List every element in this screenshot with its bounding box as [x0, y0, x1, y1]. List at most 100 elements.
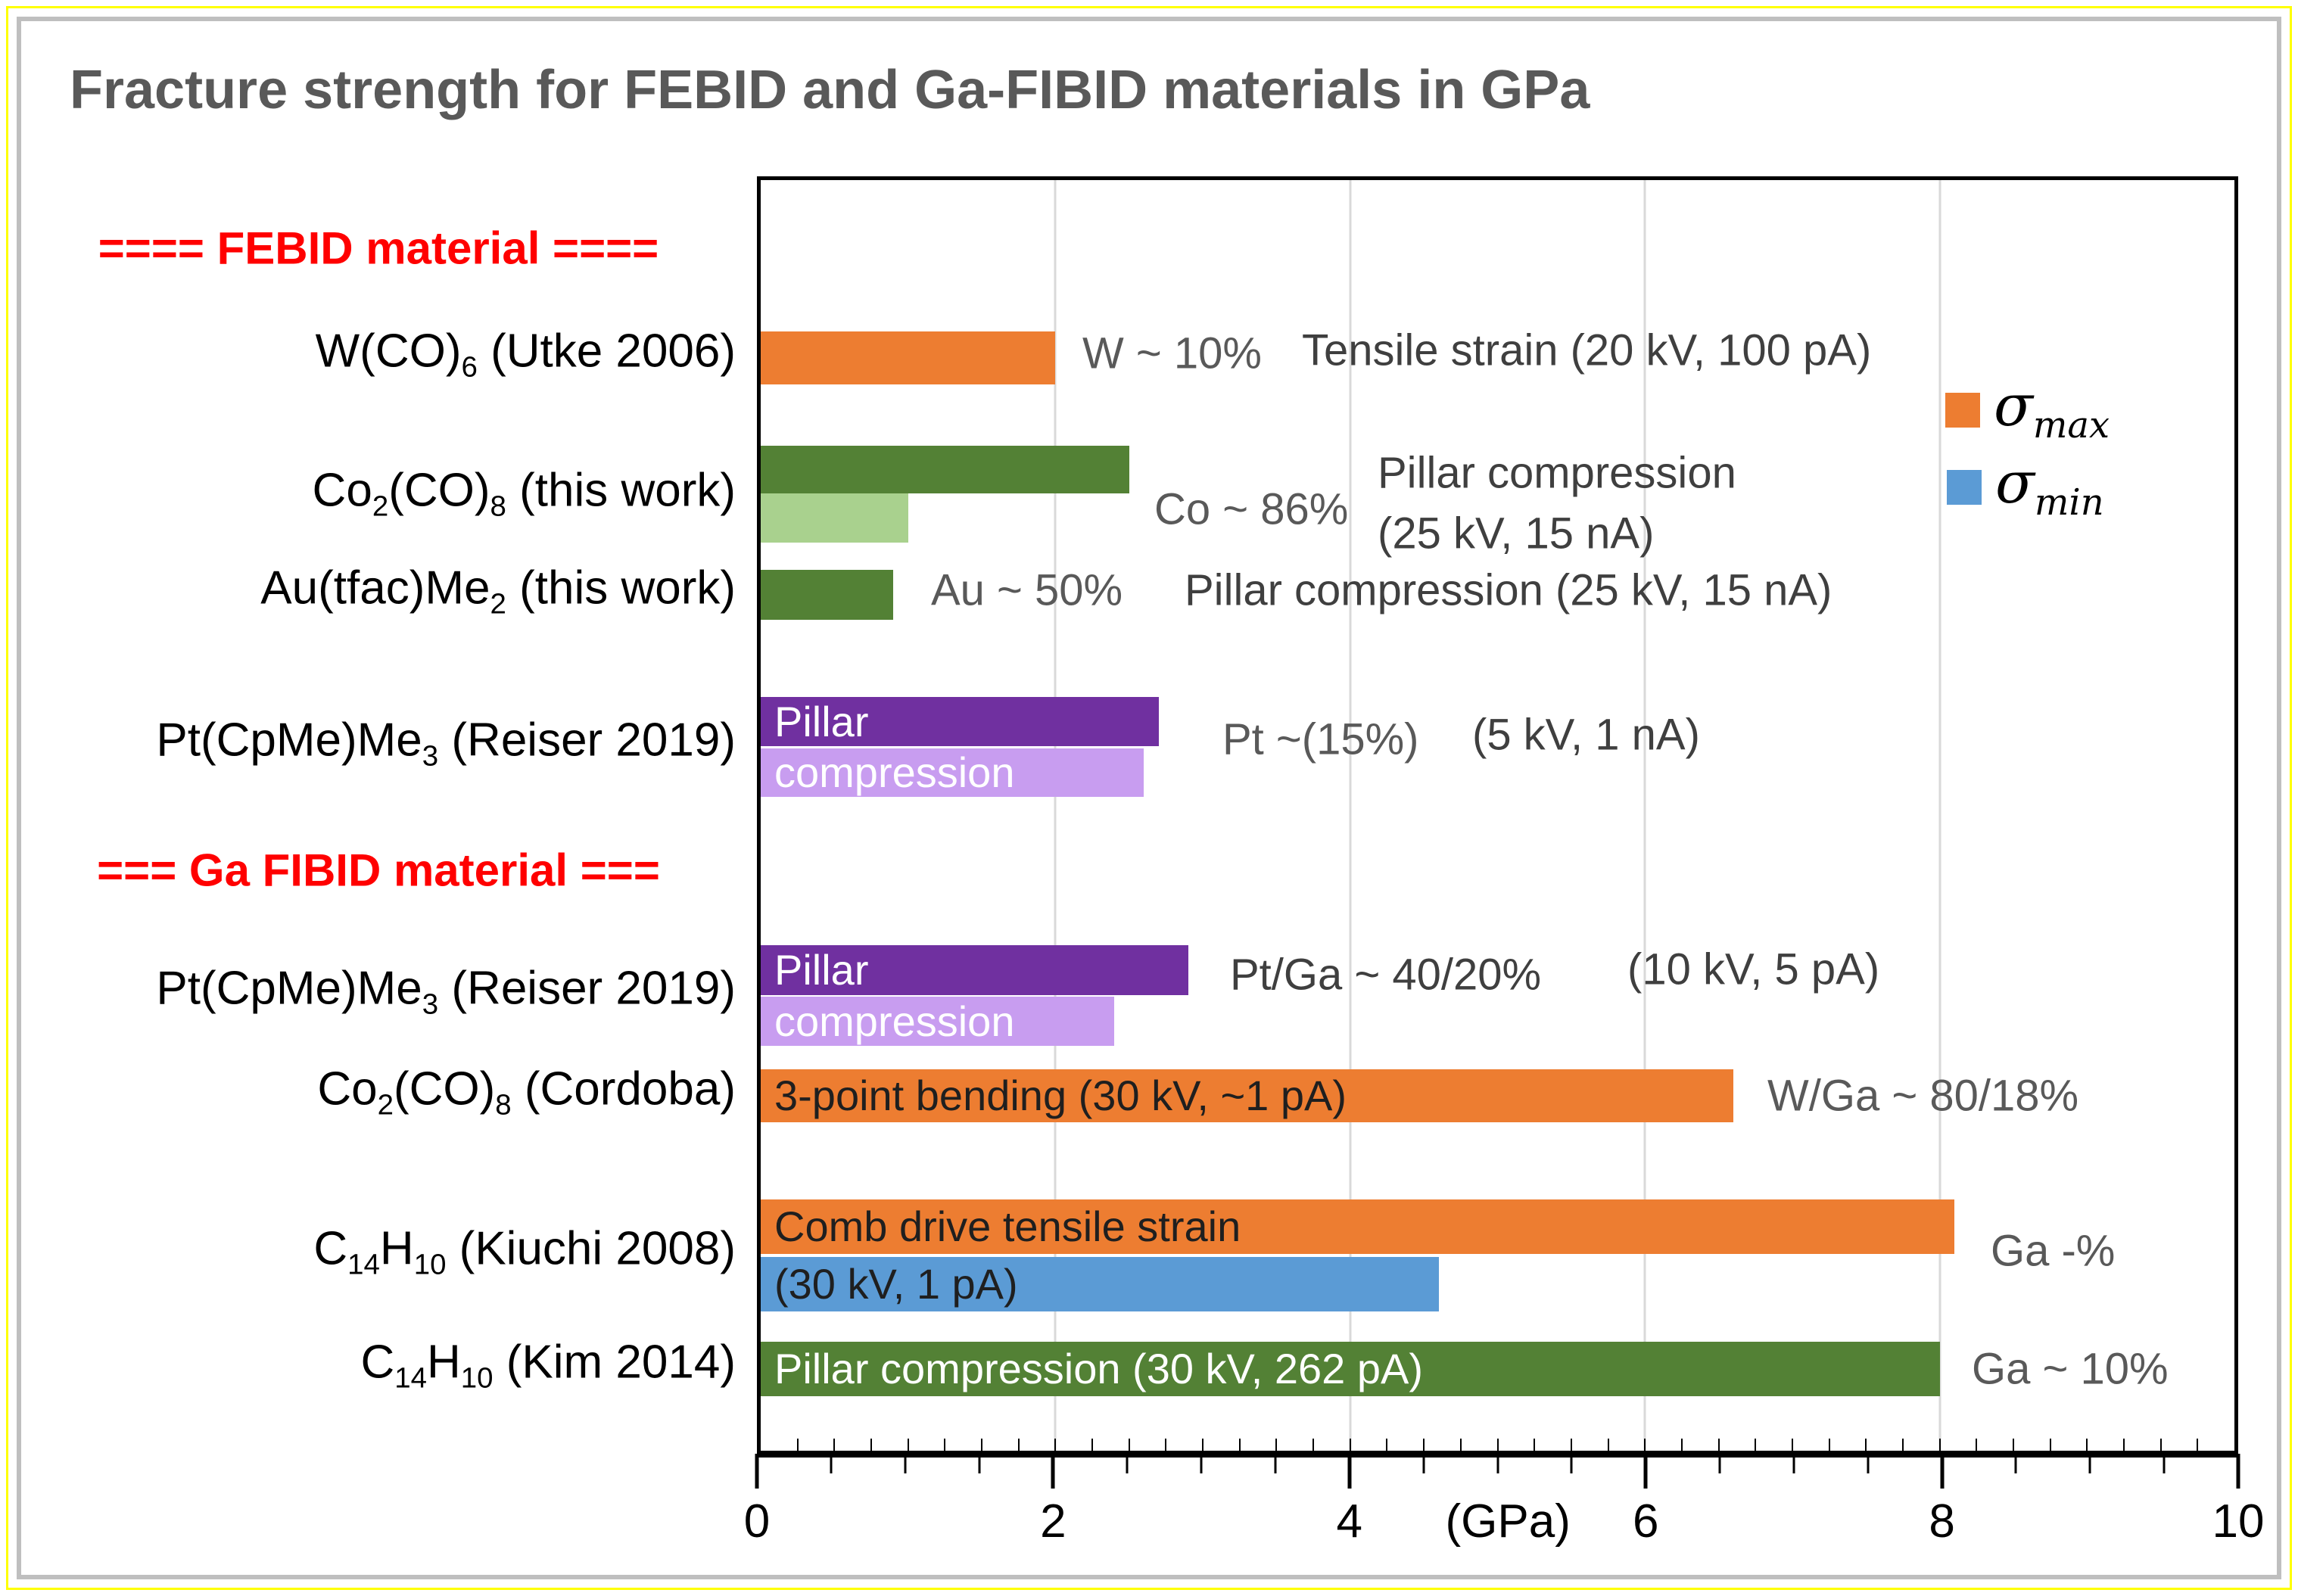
axis-minor-tick-inside [1165, 1439, 1167, 1451]
axis-minor-tick-inside [1680, 1439, 1683, 1451]
axis-minor-tick-inside [1423, 1439, 1425, 1451]
category-label: Pt(CpMe)Me3 (Reiser 2019) [156, 962, 736, 1021]
axis-tick-label: 4 [1336, 1495, 1363, 1548]
axis-major-tick [1347, 1454, 1352, 1489]
x-axis: (GPa) 0 2 4 6 8 10 [744, 1454, 2264, 1596]
legend-label-sigma-min: σmin [1995, 454, 2104, 521]
subscript: 14 [394, 1361, 428, 1395]
bar-annotation: Pt ~(15%) [1222, 714, 1419, 764]
axis-minor-tick [2163, 1454, 2166, 1473]
subscript: 14 [347, 1248, 380, 1281]
plot-gridline [1643, 180, 1646, 1451]
subscript: 10 [460, 1361, 494, 1395]
plot-gridline [1938, 180, 1941, 1451]
category-label: Co2(CO)8 (Cordoba) [317, 1062, 736, 1122]
bar-inner-label: Comb drive tensile strain [774, 1202, 1241, 1250]
bar-inner-label: compression [774, 748, 1015, 796]
axis-minor-tick-inside [944, 1439, 946, 1451]
bar-σ_min: compression [761, 748, 1144, 797]
subscript: 6 [461, 350, 478, 384]
axis-minor-tick-inside [1865, 1439, 1867, 1451]
legend-label-sigma-max: σmax [1994, 377, 2110, 447]
axis-minor-tick-inside [1644, 1439, 1646, 1451]
axis-minor-tick-inside [2197, 1439, 2199, 1451]
axis-minor-tick-inside [1534, 1439, 1536, 1451]
bar-inner-label: compression [774, 997, 1015, 1045]
bar-σ_max: 3-point bending (30 kV, ~1 pA) [761, 1069, 1734, 1122]
bar-inner-label: 3-point bending (30 kV, ~1 pA) [774, 1072, 1347, 1119]
axis-minor-tick [978, 1454, 981, 1473]
axis-minor-tick-inside [1459, 1439, 1462, 1451]
axis-minor-tick [1200, 1454, 1203, 1473]
bar-σ_max: Pillar [761, 697, 1159, 746]
category-label: Co2(CO)8 (this work) [312, 464, 736, 523]
x-axis-unit-label: (GPa) [1445, 1495, 1571, 1548]
axis-tick-label: 0 [743, 1495, 771, 1548]
axis-minor-tick-inside [1128, 1439, 1130, 1451]
axis-minor-tick-inside [1496, 1439, 1499, 1451]
bar-σ_min: compression [761, 997, 1115, 1046]
bar-inner-label: Pillar [774, 697, 869, 745]
axis-minor-tick-inside [981, 1439, 983, 1451]
axis-minor-tick-inside [796, 1439, 799, 1451]
bar-annotation: Pillar compression (25 kV, 15 nA) [1185, 565, 1832, 615]
bar-annotation: Au ~ 50% [931, 565, 1123, 615]
plot-gridline [1349, 180, 1352, 1451]
bar-annotation: W/Ga ~ 80/18% [1767, 1071, 2079, 1121]
axis-major-tick [1643, 1454, 1648, 1489]
axis-minor-tick-inside [907, 1439, 909, 1451]
axis-minor-tick-inside [1717, 1439, 1720, 1451]
legend-swatch-sigma-max [1945, 393, 1980, 428]
axis-minor-tick-inside [1570, 1439, 1572, 1451]
axis-minor-tick-inside [2086, 1439, 2088, 1451]
axis-minor-tick-inside [870, 1439, 873, 1451]
section-header: === Ga FIBID material === [97, 845, 660, 896]
axis-major-tick [755, 1454, 759, 1489]
section-header: ==== FEBID material ==== [98, 222, 659, 274]
axis-minor-tick-inside [2122, 1439, 2125, 1451]
axis-minor-tick-inside [1755, 1439, 1757, 1451]
subscript: 8 [490, 490, 506, 523]
axis-tick-label: 8 [1929, 1495, 1955, 1548]
bar-inner-label: (30 kV, 1 pA) [774, 1260, 1018, 1308]
axis-minor-tick-inside [1275, 1439, 1278, 1451]
sigma-symbol: σ [1994, 372, 2033, 439]
chart-title: Fracture strength for FEBID and Ga-FIBID… [70, 60, 1590, 120]
bar-inner-label: Pillar compression (30 kV, 262 pA) [774, 1345, 1424, 1392]
bar-annotation: Pt/Ga ~ 40/20% [1230, 950, 1542, 1000]
bar-annotation: Ga -% [1991, 1226, 2116, 1276]
axis-minor-tick [1496, 1454, 1499, 1473]
axis-minor-tick-inside [1607, 1439, 1609, 1451]
sigma-max-subscript: max [2032, 404, 2110, 447]
subscript: 3 [422, 739, 439, 773]
bar-annotation: Pillar compression [1378, 448, 1736, 498]
bar-σ_max: Pillar compression (30 kV, 262 pA) [761, 1342, 1940, 1396]
subscript: 8 [495, 1088, 512, 1122]
axis-minor-tick-inside [1349, 1439, 1351, 1451]
legend-item-sigma-max: σmax [1945, 377, 2110, 443]
axis-major-tick [2236, 1454, 2240, 1489]
axis-minor-tick [1274, 1454, 1277, 1473]
axis-minor-tick-inside [1976, 1439, 1978, 1451]
sigma-min-subscript: min [2034, 481, 2104, 524]
bar-annotation: Tensile strain (20 kV, 100 pA) [1302, 325, 1872, 375]
bar-annotation: (25 kV, 15 nA) [1378, 509, 1655, 558]
axis-minor-tick [2014, 1454, 2017, 1473]
axis-tick-label: 6 [1632, 1495, 1659, 1548]
bar-σ_max: Comb drive tensile strain [761, 1199, 1955, 1254]
axis-minor-tick-inside [1312, 1439, 1315, 1451]
axis-minor-tick-inside [2049, 1439, 2051, 1451]
axis-tick-label: 10 [2212, 1495, 2265, 1548]
axis-minor-tick-inside [2159, 1439, 2162, 1451]
subscript: 10 [413, 1248, 447, 1281]
category-label: Au(tfac)Me2 (this work) [260, 562, 736, 621]
bar-annotation: (10 kV, 5 pA) [1627, 944, 1880, 994]
axis-minor-tick [2088, 1454, 2091, 1473]
sigma-symbol: σ [1995, 449, 2035, 516]
plot-area: W ~ 10% Tensile strain (20 kV, 100 pA) Co … [757, 176, 2238, 1458]
axis-minor-tick-inside [1054, 1439, 1057, 1451]
category-label-gutter: ==== FEBID material ==== W(CO)6 (Utke 200… [0, 0, 757, 1596]
category-label: W(CO)6 (Utke 2006) [315, 325, 736, 384]
bar-σ_max [761, 570, 894, 620]
